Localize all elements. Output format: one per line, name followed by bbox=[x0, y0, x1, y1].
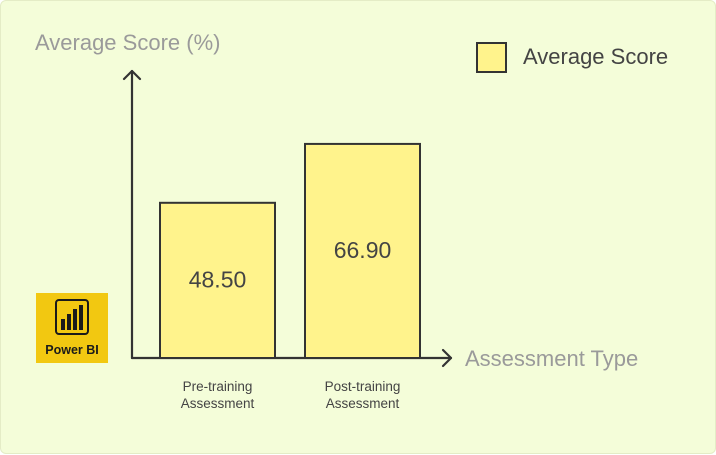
x-axis-arrow bbox=[441, 348, 453, 368]
legend-label: Average Score bbox=[523, 44, 668, 69]
category-label-1: Post-training Assessment bbox=[325, 379, 401, 411]
logo-text: Power BI bbox=[45, 343, 99, 357]
bars bbox=[159, 142, 421, 359]
bar-value-label-0: 48.50 bbox=[189, 266, 247, 292]
y-axis-title: Average Score (%) bbox=[35, 30, 220, 55]
bar-1 bbox=[304, 142, 421, 359]
power-bi-logo: Power BI bbox=[36, 293, 108, 363]
labels: 48.50 Pre-training Assessment 66.90 Post-tra… bbox=[181, 237, 401, 411]
legend: Average Score bbox=[476, 42, 668, 73]
x-axis-title: Assessment Type bbox=[465, 346, 638, 371]
y-axis-arrow bbox=[122, 69, 142, 81]
category-label-0: Pre-training Assessment bbox=[181, 379, 255, 411]
power-bi-icon bbox=[55, 299, 89, 335]
legend-swatch bbox=[476, 42, 507, 73]
bar-0 bbox=[159, 201, 276, 359]
bar-value-label-1: 66.90 bbox=[334, 237, 392, 263]
